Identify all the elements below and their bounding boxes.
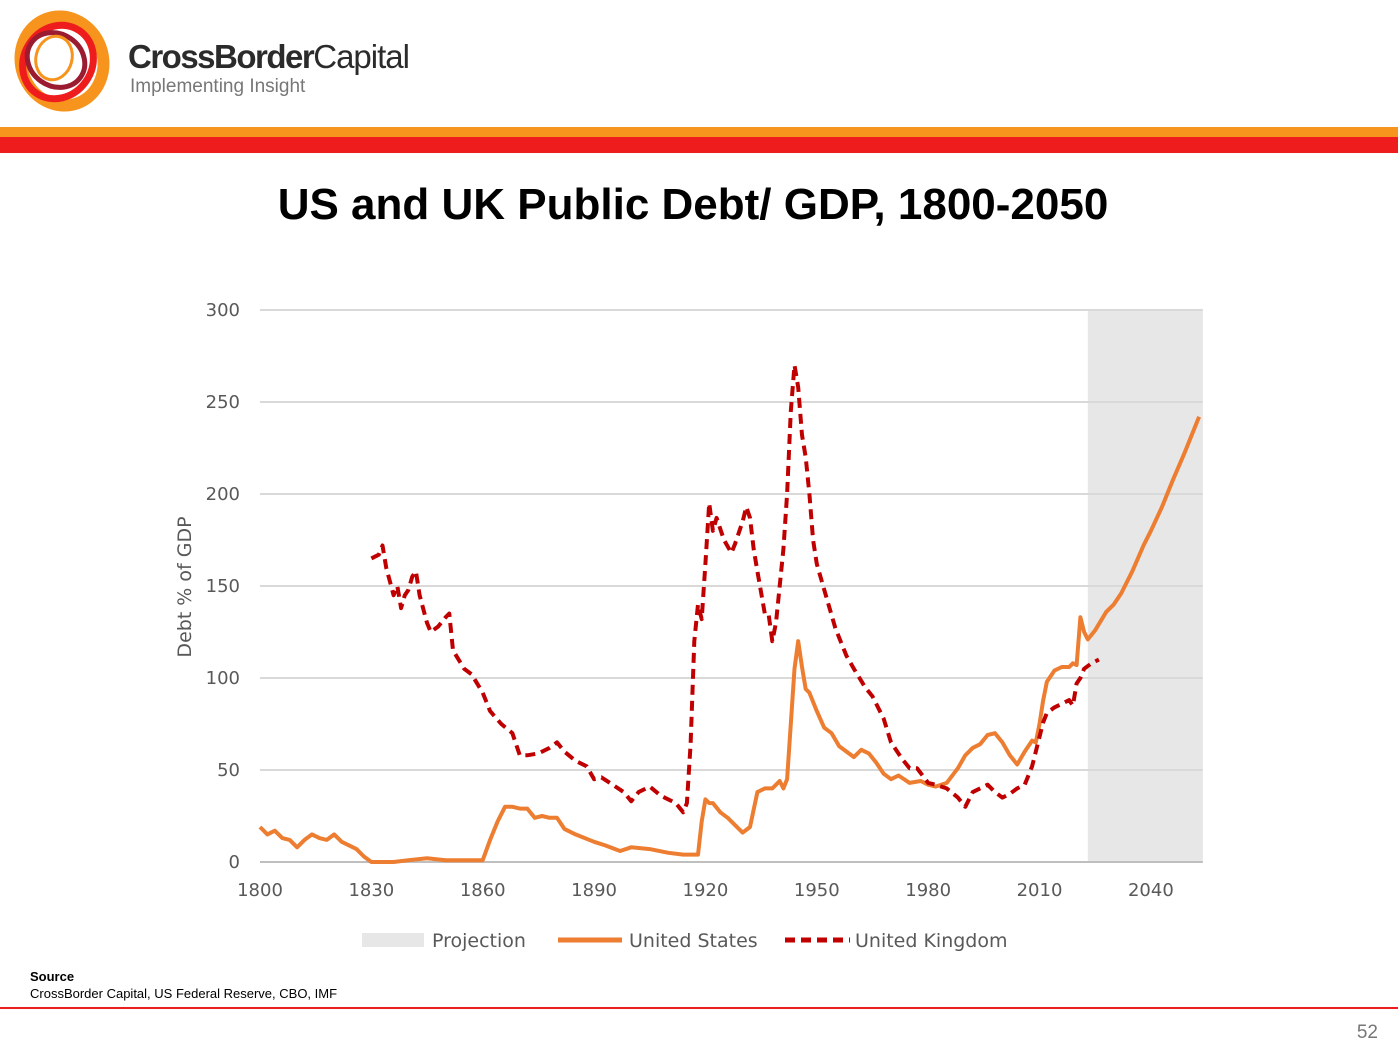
y-tick-label: 50 [217, 760, 240, 781]
x-tick-label: 1980 [905, 880, 951, 901]
brand-name: CrossBorderCapital [128, 38, 410, 75]
x-tick-label: 1800 [237, 880, 283, 901]
brand-name-bold: CrossBorder [128, 38, 315, 75]
debt-gdp-chart: 0 50 100 150 200 250 300 1800 1830 1860 1890 1920 1… [174, 300, 1203, 952]
y-axis-title: Debt % of GDP [174, 516, 196, 657]
us-series-line [258, 415, 1201, 864]
legend-swatch-projection [362, 933, 424, 947]
slide-title: US and UK Public Debt/ GDP, 1800-2050 [277, 180, 1109, 229]
header-band-orange [0, 127, 1398, 137]
x-tick-label: 1860 [460, 880, 506, 901]
x-tick-label: 1950 [794, 880, 840, 901]
source-text: CrossBorder Capital, US Federal Reserve,… [30, 986, 338, 1001]
source-label: Source [30, 969, 75, 984]
x-tick-label: 2010 [1017, 880, 1063, 901]
x-tick-label: 1830 [348, 880, 394, 901]
header-band-red [0, 137, 1398, 153]
legend-label-us: United States [629, 930, 758, 952]
brand-name-light: Capital [313, 38, 410, 75]
y-tick-label: 200 [206, 484, 240, 505]
footer-divider [0, 1007, 1398, 1009]
legend-label-uk: United Kingdom [855, 930, 1008, 952]
y-tick-label: 250 [206, 392, 240, 413]
y-tick-label: 150 [206, 576, 240, 597]
y-tick-label: 100 [206, 668, 240, 689]
y-tick-label: 0 [229, 852, 240, 873]
x-tick-label: 2040 [1128, 880, 1174, 901]
y-tick-label: 300 [206, 300, 240, 321]
x-tick-label: 1920 [683, 880, 729, 901]
uk-series-line [370, 363, 1100, 815]
brand-tagline: Implementing Insight [130, 76, 306, 97]
legend-label-projection: Projection [432, 930, 526, 952]
x-tick-label: 1890 [571, 880, 617, 901]
page-number: 52 [1356, 1022, 1378, 1043]
crossborder-logo-icon [14, 10, 110, 112]
